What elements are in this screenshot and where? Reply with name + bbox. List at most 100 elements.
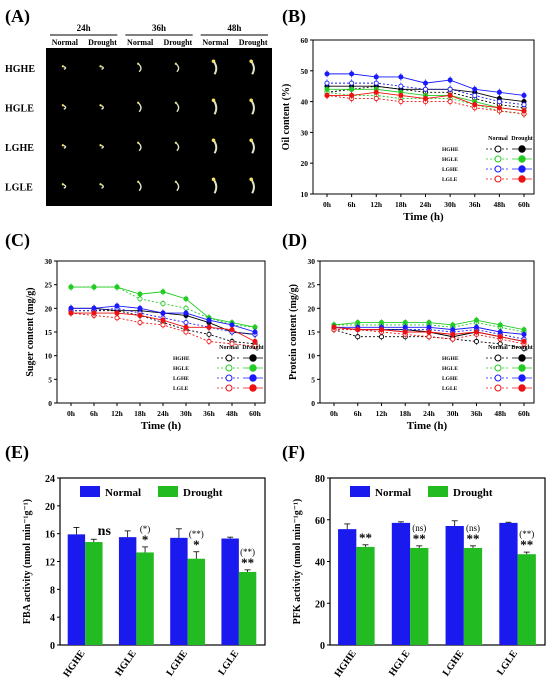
significance-paren: (ns) <box>412 523 426 533</box>
row-label: LGHE <box>5 143 34 154</box>
data-point-lgle-drought <box>426 329 432 335</box>
x-tick-label: 60h <box>518 409 531 418</box>
bar-normal <box>170 537 188 645</box>
bar-drought <box>85 542 103 645</box>
data-point-lghe-drought <box>349 71 355 77</box>
data-point-lghe-normal <box>349 80 355 86</box>
data-point-lgle-normal <box>447 99 453 105</box>
legend-label: LGLE <box>173 386 189 392</box>
y-axis-label: Protein content (mg/g) <box>288 284 299 380</box>
y-tick-label: 20 <box>45 502 55 513</box>
legend-label: HGLE <box>173 366 189 372</box>
data-point-hgle-drought <box>349 86 355 92</box>
legend-label: LGHE <box>173 376 189 382</box>
y-tick-label: 5 <box>48 375 52 384</box>
significance-label: ** <box>359 530 372 545</box>
legend-marker-drought <box>518 364 526 372</box>
x-axis-label: Time (h) <box>141 420 182 432</box>
y-tick-label: 30 <box>45 257 53 266</box>
y-tick-label: 25 <box>308 281 316 290</box>
y-axis-label: Oil content (%) <box>281 84 292 151</box>
condition-label: Drought <box>239 38 268 47</box>
x-tick-label: 30h <box>180 409 193 418</box>
x-tick-label: LGLE <box>216 648 241 677</box>
legend-header: Normal <box>488 345 508 351</box>
data-point-lghe-normal <box>373 80 379 86</box>
legend-marker-normal <box>225 384 233 392</box>
x-tick-label: 6h <box>348 200 357 209</box>
bar-normal <box>445 526 464 645</box>
legend-label: Drought <box>453 487 493 499</box>
bar-drought <box>187 558 206 645</box>
legend-marker-normal <box>494 374 502 382</box>
data-point-lgle-drought <box>160 317 166 323</box>
data-point-hgle-drought <box>160 289 166 295</box>
x-tick-label: 12h <box>111 409 124 418</box>
seedling-tip <box>211 138 216 143</box>
y-tick-label: 30 <box>301 128 309 137</box>
data-point-hgle-normal <box>160 301 166 307</box>
seedling-tip <box>99 104 102 107</box>
data-point-hghe-normal <box>355 334 361 340</box>
condition-label: Normal <box>52 38 79 47</box>
legend-header: Normal <box>219 345 239 351</box>
data-point-lghe-drought <box>521 92 527 98</box>
significance-label: * <box>193 537 200 552</box>
legend-marker-normal <box>494 354 502 362</box>
y-tick-label: 60 <box>301 36 309 45</box>
seedling-tip <box>61 144 64 147</box>
legend-header: Drought <box>242 345 264 351</box>
y-tick-label: 40 <box>315 558 325 569</box>
data-point-lgle-normal <box>398 99 404 105</box>
seedling-tip <box>211 59 216 64</box>
data-point-lghe-normal <box>324 80 330 86</box>
y-tick-label: 60 <box>315 516 325 527</box>
data-point-lghe-drought <box>398 74 404 80</box>
bar-drought <box>356 546 375 645</box>
legend-label: Normal <box>105 487 141 499</box>
data-point-lgle-drought <box>521 338 527 345</box>
legend-marker-normal <box>494 175 502 183</box>
y-tick-label: 40 <box>301 98 309 107</box>
data-point-lgle-drought <box>252 338 258 345</box>
seedling-tip <box>249 59 253 64</box>
data-point-lghe-drought <box>160 310 166 316</box>
legend-marker-drought <box>518 155 526 163</box>
row-label: LGLE <box>5 182 33 193</box>
data-point-lgle-drought <box>349 92 355 98</box>
panel-letter: (E) <box>5 442 29 463</box>
y-tick-label: 0 <box>311 399 315 408</box>
panel-b-oil-chart: (B) 10 20 30 40 50 60 0h 6h 12h 18h 24h 30h 36h 48h 60h… <box>281 6 535 223</box>
y-tick-label: 20 <box>315 599 325 610</box>
legend-marker-normal <box>225 374 233 382</box>
bar-drought <box>238 571 257 645</box>
panel-letter: (A) <box>5 6 30 27</box>
data-point-lghe-drought <box>114 303 120 309</box>
legend-label: HGLE <box>442 366 458 372</box>
seedling-tip <box>99 183 102 186</box>
bar-drought <box>463 547 483 645</box>
legend-swatch-drought <box>158 486 178 497</box>
legend-label: HGHE <box>442 147 459 153</box>
seedling-tip <box>99 65 102 68</box>
legend-marker-drought <box>518 145 526 153</box>
x-tick-label: 24h <box>157 409 170 418</box>
photo-background <box>46 48 272 206</box>
legend-marker-normal <box>494 364 502 372</box>
bar-normal <box>67 534 86 645</box>
seedling-tip <box>99 144 102 147</box>
data-point-lgle-drought <box>398 92 404 98</box>
significance-paren: (ns) <box>466 523 480 533</box>
legend-label: HGLE <box>442 157 458 163</box>
legend-marker-drought <box>518 354 526 362</box>
y-tick-label: 0 <box>50 641 55 652</box>
bar-normal <box>338 529 357 645</box>
data-point-lghe-normal <box>496 99 502 105</box>
x-tick-label: 24h <box>423 409 436 418</box>
condition-label: Drought <box>88 38 117 47</box>
x-tick-label: 6h <box>90 409 99 418</box>
data-point-lgle-drought <box>324 92 330 98</box>
y-tick-label: 80 <box>315 474 325 485</box>
data-point-lghe-drought <box>496 89 502 95</box>
seedling-tip <box>137 141 140 144</box>
